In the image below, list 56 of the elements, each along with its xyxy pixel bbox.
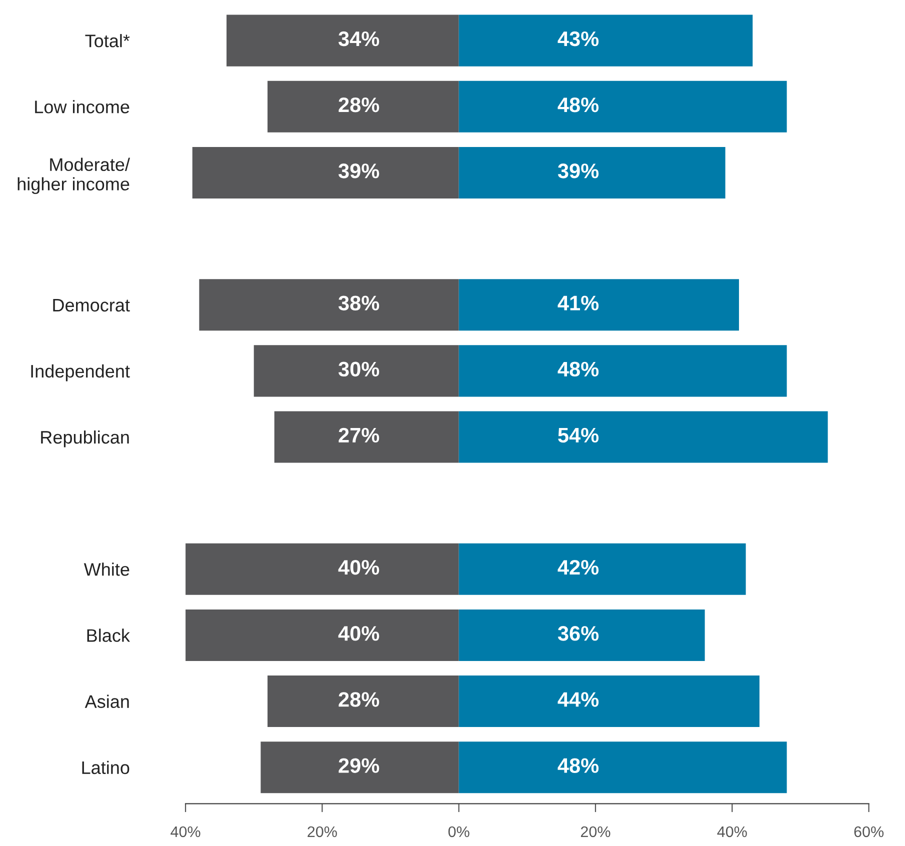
bar [260, 742, 459, 794]
data-label: 30% [338, 362, 380, 377]
data-label: 43% [558, 31, 599, 46]
y-tick-label: Low income [35, 100, 130, 114]
data-label: 28% [338, 97, 380, 112]
bar [199, 279, 459, 331]
x-tick-label: 40% [717, 826, 747, 838]
bar [186, 543, 459, 595]
bar [192, 146, 459, 198]
bar [254, 345, 459, 397]
bar [458, 742, 787, 794]
data-label: 40% [338, 560, 380, 575]
data-label: 42% [558, 560, 599, 575]
bar [458, 609, 705, 661]
bar [458, 676, 760, 728]
data-label: 27% [338, 428, 380, 443]
y-tick-label: Moderate/ higher income [18, 158, 130, 194]
bar [458, 411, 828, 463]
y-tick-label: Black [87, 628, 130, 642]
y-tick-label: Total* [85, 34, 130, 48]
x-tick-label: 0% [448, 826, 470, 838]
bar [458, 279, 739, 331]
data-label: 40% [338, 626, 380, 641]
data-label: 48% [558, 758, 599, 773]
x-tick-label: 40% [170, 826, 200, 838]
data-label: 36% [558, 626, 599, 641]
x-tick-label: 60% [854, 826, 884, 838]
data-label: 41% [558, 296, 599, 310]
y-tick-label: Democrat [53, 298, 130, 312]
data-label: 28% [338, 692, 380, 707]
bar [186, 609, 459, 661]
bar [458, 80, 787, 132]
x-tick-label: 20% [308, 826, 337, 838]
bar [458, 543, 746, 595]
y-tick-label: Asian [84, 694, 129, 708]
bar [274, 411, 459, 463]
bar [268, 80, 459, 132]
bar [458, 14, 753, 66]
y-tick-label: White [84, 562, 130, 576]
data-label: 54% [558, 428, 599, 443]
data-label: 48% [558, 97, 599, 112]
data-label: 48% [558, 362, 599, 377]
y-tick-label: Latino [82, 760, 130, 774]
data-label: 39% [338, 164, 380, 178]
data-label: 34% [338, 31, 380, 46]
y-tick-label: Independent [31, 364, 130, 382]
data-label: 44% [558, 692, 599, 707]
bar [458, 345, 787, 397]
y-tick-label: Republican [41, 430, 129, 448]
data-label: 29% [338, 758, 380, 773]
bar [226, 14, 459, 66]
x-tick-label: 20% [580, 826, 610, 838]
data-label: 38% [338, 296, 380, 310]
bar [458, 146, 726, 198]
bar [268, 676, 459, 728]
data-label: 39% [558, 164, 599, 178]
